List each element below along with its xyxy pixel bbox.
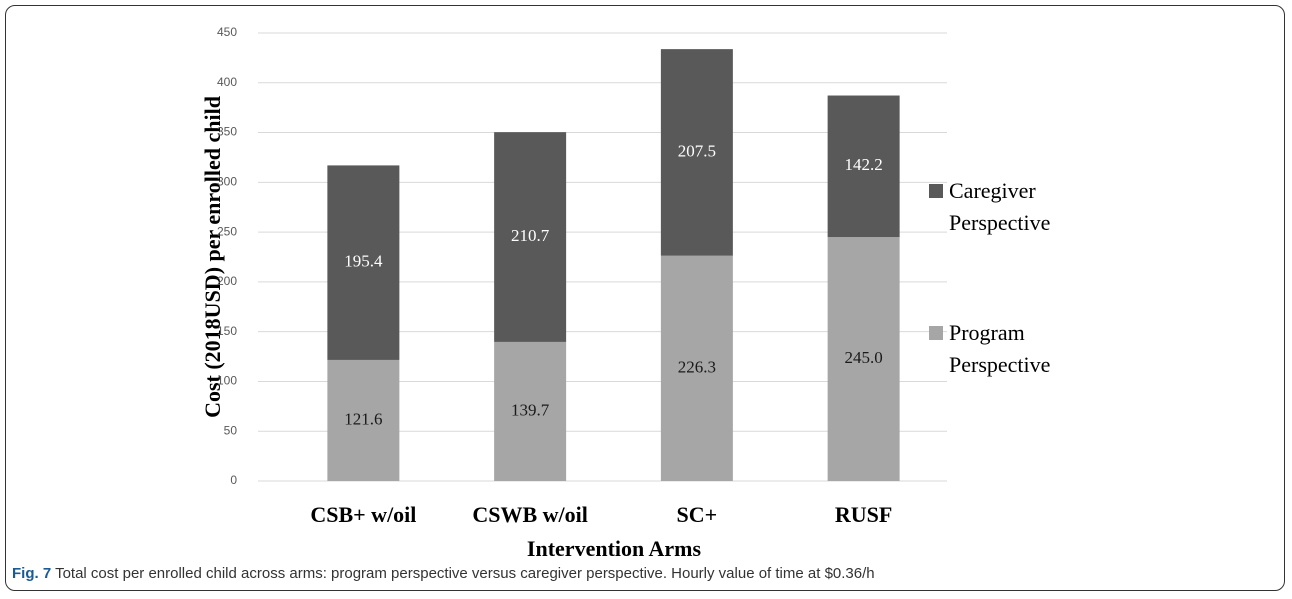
y-tick-label: 350	[217, 125, 237, 139]
data-label: 195.4	[344, 252, 383, 271]
x-tick-label: CSB+ w/oil	[310, 502, 416, 527]
x-axis-label: Intervention Arms	[527, 536, 702, 561]
caption: Fig. 7 Total cost per enrolled child acr…	[12, 565, 875, 582]
data-label: 139.7	[511, 400, 550, 419]
legend-label: Program Perspective	[949, 320, 1051, 377]
data-label: 210.7	[511, 226, 550, 245]
y-tick-label: 100	[217, 374, 237, 388]
bar-segment	[660, 255, 733, 481]
data-label: 245.0	[845, 348, 883, 367]
bar-segment	[494, 132, 567, 342]
bar-segment	[327, 165, 400, 360]
bar-segment	[327, 359, 400, 481]
y-tick-label: 250	[217, 224, 237, 238]
bar-segment	[494, 341, 567, 481]
x-tick-label: CSWB w/oil	[472, 502, 588, 527]
caption-text: Total cost per enrolled child across arm…	[55, 565, 875, 582]
legend-label: Caregiver Perspective	[949, 178, 1051, 235]
y-tick-label: 0	[230, 473, 237, 487]
legend-swatch	[929, 184, 943, 198]
caption-label: Fig. 7	[12, 565, 52, 582]
bar-segment	[827, 237, 900, 481]
y-tick-label: 300	[217, 175, 237, 189]
bar-segment	[660, 49, 733, 256]
frame	[5, 5, 1285, 591]
y-axis-label: Cost (2018USD) per enrolled child	[200, 96, 225, 418]
y-tick-label: 150	[217, 324, 237, 338]
data-label: 207.5	[678, 141, 716, 160]
data-label: 226.3	[678, 357, 716, 376]
x-tick-label: RUSF	[835, 502, 892, 527]
y-tick-label: 50	[224, 423, 238, 437]
bar-segment	[827, 95, 900, 238]
y-tick-label: 450	[217, 25, 237, 39]
data-label: 142.2	[845, 155, 883, 174]
y-tick-label: 200	[217, 274, 237, 288]
x-tick-label: SC+	[677, 502, 718, 527]
y-tick-label: 400	[217, 75, 237, 89]
legend-swatch	[929, 326, 943, 340]
data-label: 121.6	[344, 409, 382, 428]
